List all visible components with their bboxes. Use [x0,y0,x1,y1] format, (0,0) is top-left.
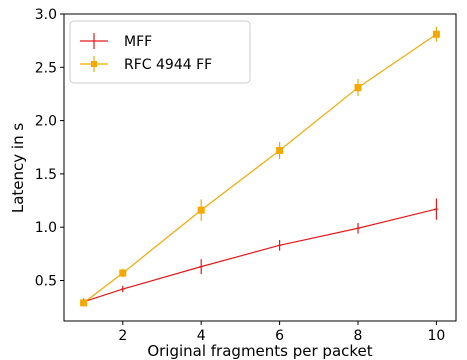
y-tick-label: 1.5 [35,167,57,183]
x-tick-label: 10 [427,328,445,344]
series-line-mff [84,209,437,302]
data-point-rfc4944 [433,31,440,38]
legend-label-rfc4944: RFC 4944 FF [124,57,212,73]
y-tick-label: 0.5 [35,273,57,289]
data-point-rfc4944 [80,299,87,306]
y-tick-label: 2.5 [35,60,57,76]
y-tick-label: 3.0 [35,7,57,23]
x-axis-label: Original fragments per packet [147,342,372,360]
y-ticks: 0.5 1.0 1.5 2.0 2.5 3.0 [35,7,64,289]
legend-label-mff: MFF [124,34,152,50]
legend: MFF RFC 4944 FF [70,21,250,83]
legend-box [70,21,250,83]
x-tick-label: 2 [118,328,127,344]
y-axis-label: Latency in s [9,123,27,214]
data-point-rfc4944 [355,84,362,91]
series-mff [82,198,439,305]
data-point-rfc4944 [119,270,126,277]
data-point-rfc4944 [198,207,205,214]
y-tick-label: 1.0 [35,220,57,236]
legend-marker-rfc4944 [91,61,97,67]
x-ticks: 2 4 6 8 10 [118,321,445,344]
data-point-rfc4944 [276,147,283,154]
y-tick-label: 2.0 [35,114,57,130]
